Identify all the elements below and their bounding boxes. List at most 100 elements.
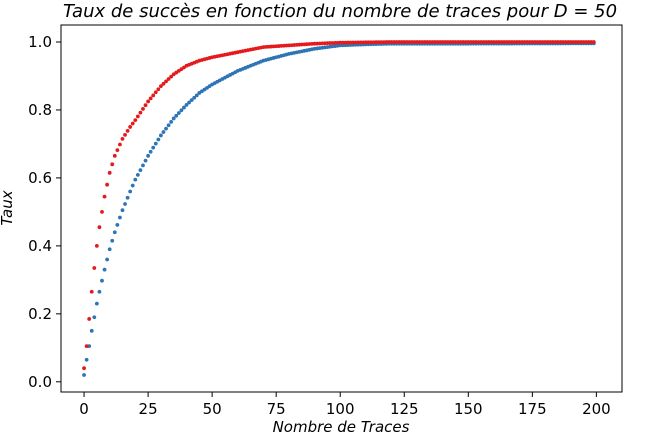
data-point [100, 278, 104, 283]
data-point [123, 202, 127, 206]
data-point [143, 158, 148, 163]
data-point [151, 145, 156, 150]
data-point [148, 96, 153, 101]
y-tick-label: 0.6 [28, 169, 52, 187]
data-point [151, 93, 156, 98]
y-tick-label: 0.2 [28, 305, 52, 323]
data-point [130, 121, 135, 126]
data-point [174, 113, 179, 118]
data-point [94, 301, 99, 306]
data-point [192, 95, 197, 100]
data-point [92, 266, 97, 270]
data-point [133, 177, 138, 182]
data-point [125, 195, 130, 200]
data-point [97, 289, 102, 294]
data-point [120, 136, 125, 141]
data-point [146, 153, 151, 158]
data-point [97, 225, 102, 230]
data-point [159, 133, 163, 138]
data-point [176, 111, 181, 115]
x-tick-label: 25 [139, 400, 158, 418]
y-axis: 0.0 0.2 0.4 0.6 0.8 1.0 [28, 33, 61, 391]
data-point [120, 208, 125, 213]
data-point [161, 81, 166, 86]
y-tick-label: 0.0 [28, 373, 52, 391]
data-point [153, 90, 158, 95]
data-point [128, 189, 133, 194]
data-point [189, 98, 194, 102]
data-point [141, 107, 145, 111]
data-point [112, 153, 117, 158]
data-point [166, 123, 171, 128]
data-point [164, 79, 168, 84]
data-point [156, 87, 161, 92]
series-1 [82, 41, 596, 377]
data-point [194, 93, 199, 98]
x-tick-label: 0 [79, 400, 89, 418]
data-point [128, 125, 133, 129]
data-point [92, 315, 97, 320]
data-point [146, 99, 151, 104]
data-point [102, 267, 107, 272]
data-point [94, 243, 99, 248]
data-point [82, 373, 86, 377]
data-point [135, 114, 140, 119]
data-point [182, 105, 186, 110]
data-point [107, 247, 112, 252]
data-point [138, 110, 143, 115]
y-tick-label: 1.0 [28, 33, 52, 51]
data-point [110, 238, 115, 243]
data-point [125, 129, 130, 133]
data-point [169, 74, 174, 79]
data-point [89, 289, 94, 294]
x-tick-label: 75 [267, 400, 286, 418]
y-axis-label: Taux [0, 190, 16, 225]
data-point [143, 103, 148, 108]
data-point [84, 357, 89, 362]
data-point [105, 182, 110, 187]
x-tick-label: 150 [454, 400, 483, 418]
data-point [171, 116, 176, 121]
x-tick-label: 200 [582, 400, 611, 418]
x-tick-label: 175 [518, 400, 547, 418]
data-point [89, 328, 94, 333]
data-point [118, 215, 122, 220]
data-point [156, 137, 161, 142]
data-point [112, 230, 117, 235]
data-point [110, 162, 115, 167]
data-point [161, 130, 166, 134]
data-point [166, 77, 171, 81]
y-tick-label: 0.8 [28, 101, 52, 119]
data-point [115, 223, 120, 227]
x-axis: 0 25 50 75 100 125 150 175 200 [79, 392, 611, 418]
data-point [130, 183, 135, 188]
data-point [100, 210, 104, 214]
data-point [102, 194, 107, 199]
series-0 [82, 40, 596, 371]
data-point [105, 257, 110, 262]
data-point [179, 108, 184, 113]
plot-frame [60, 24, 623, 393]
data-point [148, 149, 153, 154]
data-point [591, 40, 596, 44]
data-point [164, 126, 168, 131]
data-point [133, 118, 138, 123]
x-axis-label: Nombre de Traces [273, 418, 410, 435]
data-points [82, 40, 596, 377]
data-point [115, 148, 120, 153]
data-point [82, 366, 86, 371]
data-point [118, 142, 122, 147]
data-point [141, 163, 145, 168]
data-point [107, 170, 112, 175]
data-point [187, 100, 191, 105]
x-tick-label: 125 [390, 400, 419, 418]
data-point [159, 84, 163, 89]
data-point [153, 141, 158, 146]
data-point [87, 317, 92, 321]
data-point [138, 168, 143, 173]
x-tick-label: 100 [326, 400, 355, 418]
data-point [169, 119, 174, 124]
x-tick-label: 50 [203, 400, 222, 418]
y-tick-label: 0.4 [28, 237, 52, 255]
